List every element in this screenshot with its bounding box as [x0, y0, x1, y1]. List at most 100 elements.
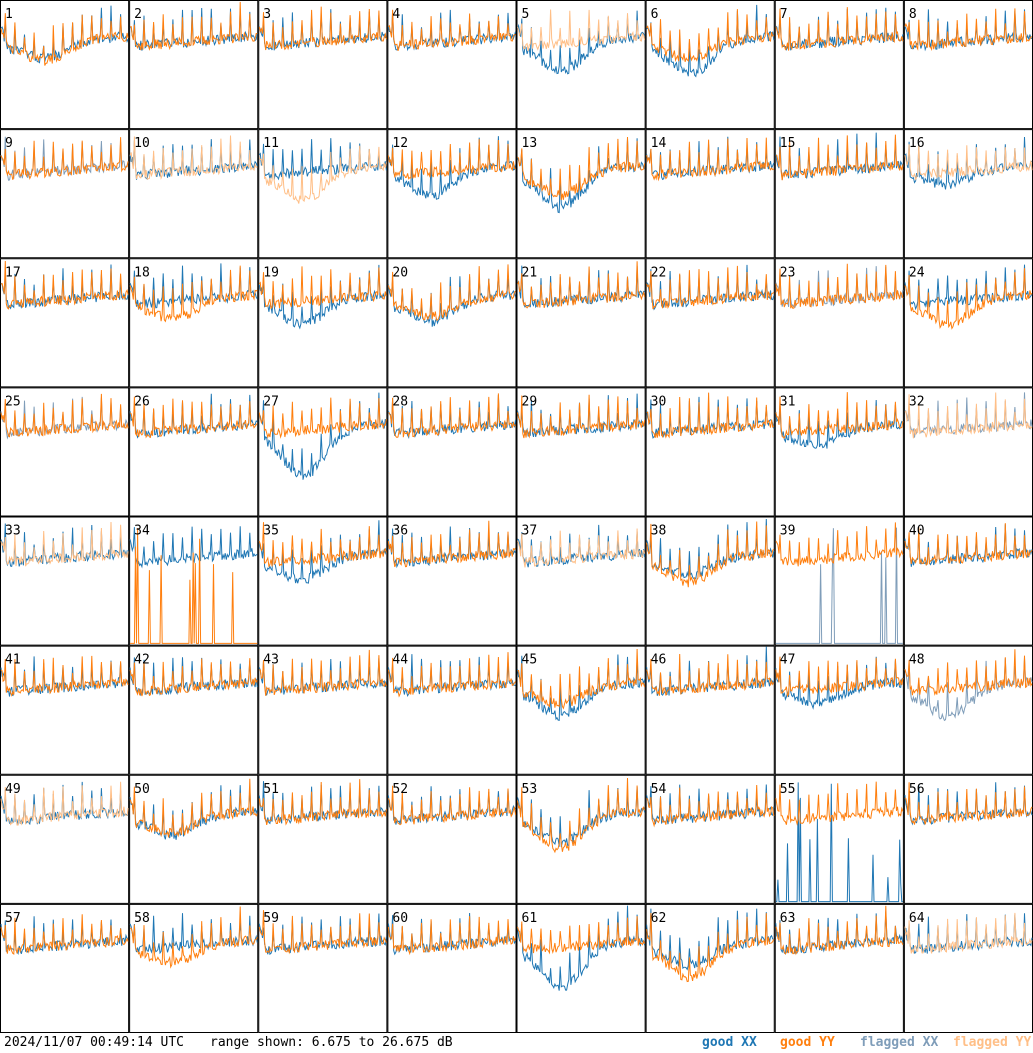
panel-frame — [0, 645, 130, 775]
series-flagged-yy — [129, 135, 258, 181]
series-good-xx — [387, 654, 516, 697]
series-good-yy — [646, 653, 775, 696]
panel-54: 54 — [645, 774, 775, 904]
panel-frame — [774, 903, 904, 1033]
series-flagged-yy — [258, 145, 387, 204]
panel-6: 6 — [645, 0, 775, 130]
panel-label: 19 — [263, 265, 279, 280]
panel-label: 26 — [134, 394, 150, 409]
series-good-xx — [0, 781, 129, 826]
panel-frame — [903, 774, 1033, 904]
panel-frame — [387, 129, 517, 259]
panel-26: 26 — [129, 387, 259, 517]
panel-29: 29 — [516, 387, 646, 517]
series-good-xx — [129, 7, 258, 51]
panel-label: 18 — [134, 265, 150, 280]
series-good-xx — [258, 392, 387, 480]
panel-frame — [258, 774, 388, 904]
legend-good-xx: good XX — [702, 1035, 757, 1050]
panel-label: 7 — [780, 7, 788, 22]
panel-frame — [129, 774, 259, 904]
panel-label: 60 — [392, 911, 408, 926]
panel-label: 20 — [392, 265, 408, 280]
series-good-xx — [129, 263, 258, 311]
timestamp: 2024/11/07 00:49:14 UTC — [4, 1035, 185, 1050]
panel-label: 35 — [263, 524, 279, 539]
panel-frame — [903, 0, 1033, 130]
panel-label: 1 — [5, 7, 13, 22]
series-good-yy — [388, 9, 516, 51]
panel-label: 58 — [134, 911, 150, 926]
panel-34: 34 — [129, 516, 259, 646]
panel-label: 6 — [651, 7, 659, 22]
footer: 2024/11/07 00:49:14 UTC range shown: 6.6… — [0, 1033, 1033, 1053]
panel-label: 33 — [5, 524, 21, 539]
panel-49: 49 — [0, 774, 130, 904]
series-good-yy — [258, 779, 387, 826]
panel-38: 38 — [645, 516, 775, 646]
panel-8: 8 — [903, 0, 1033, 130]
panel-frame — [0, 903, 130, 1033]
panel-label: 10 — [134, 136, 150, 151]
series-good-yy — [0, 393, 129, 438]
panel-frame — [387, 774, 517, 904]
panel-11: 11 — [258, 129, 388, 259]
panel-frame — [774, 774, 904, 904]
panel-frame — [129, 129, 259, 259]
panel-frame — [903, 387, 1033, 517]
series-good-xx — [517, 654, 646, 722]
panel-label: 43 — [263, 653, 279, 668]
panel-frame — [0, 0, 130, 130]
series-good-yy — [0, 260, 129, 310]
panel-18: 18 — [129, 258, 259, 388]
series-good-yy — [258, 266, 387, 310]
series-good-yy — [904, 523, 1033, 566]
panel-1: 1 — [0, 0, 130, 130]
panel-label: 53 — [522, 782, 538, 797]
series-good-yy — [387, 264, 516, 321]
panel-frame — [903, 645, 1033, 775]
series-good-xx — [775, 399, 904, 449]
series-good-yy — [775, 781, 904, 826]
panel-label: 9 — [5, 136, 13, 151]
series-good-yy — [775, 656, 904, 698]
panel-frame — [516, 387, 646, 517]
series-good-yy — [387, 785, 516, 826]
series-good-yy — [130, 527, 258, 644]
panel-9: 9 — [0, 129, 130, 259]
panel-35: 35 — [258, 516, 388, 646]
panel-40: 40 — [903, 516, 1033, 646]
panel-frame — [0, 129, 130, 259]
panel-label: 38 — [651, 524, 667, 539]
panel-frame — [774, 387, 904, 517]
panel-2: 2 — [129, 0, 259, 130]
series-good-yy — [904, 649, 1033, 696]
panel-frame — [516, 258, 646, 388]
panel-label: 41 — [5, 653, 21, 668]
series-good-yy — [387, 139, 516, 180]
series-good-yy — [517, 261, 646, 309]
panel-53: 53 — [516, 774, 646, 904]
panel-frame — [903, 903, 1033, 1033]
panel-label: 48 — [909, 653, 925, 668]
panel-label: 22 — [651, 265, 667, 280]
panel-label: 27 — [263, 394, 279, 409]
series-good-yy — [517, 777, 646, 854]
range-label: range shown: 6.675 to 26.675 dB — [210, 1035, 453, 1050]
panel-frame — [645, 258, 775, 388]
panel-59: 59 — [258, 903, 388, 1033]
panel-frame — [387, 258, 517, 388]
series-good-yy — [646, 137, 775, 182]
panel-label: 47 — [780, 653, 796, 668]
panel-61: 61 — [516, 903, 646, 1033]
panel-17: 17 — [0, 258, 130, 388]
panel-44: 44 — [387, 645, 517, 775]
series-good-yy — [517, 136, 646, 201]
series-good-yy — [258, 6, 387, 51]
panel-13: 13 — [516, 129, 646, 259]
panel-label: 17 — [5, 265, 21, 280]
panel-48: 48 — [903, 645, 1033, 775]
panel-22: 22 — [645, 258, 775, 388]
panel-19: 19 — [258, 258, 388, 388]
